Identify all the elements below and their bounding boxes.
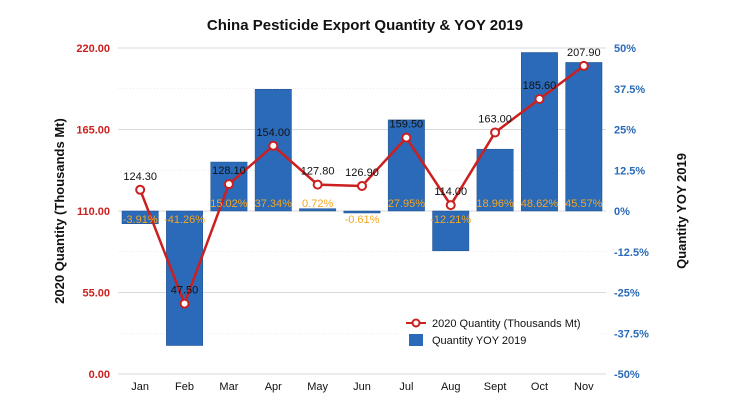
yoy-data-label: 15.02% <box>210 198 248 210</box>
x-axis-ticks: Jan Feb Mar Apr May Jun Jul Aug Sept Oct Nov <box>131 381 594 393</box>
yoy-data-label: -41.26% <box>164 214 205 226</box>
yoy-bar <box>521 52 558 212</box>
yoy-bars <box>121 52 603 346</box>
yoy-data-label: 48.62% <box>521 198 559 210</box>
x-tick-label: Jul <box>399 381 413 393</box>
legend-bar-swatch <box>409 334 423 346</box>
left-tick-label: 55.00 <box>82 288 110 300</box>
quantity-point <box>268 140 279 151</box>
left-axis-ticks: 0.00 55.00 110.00 165.00 220.00 <box>76 43 110 381</box>
yoy-data-label: -12.21% <box>430 214 471 226</box>
left-axis-title: 2020 Quantity (Thousands Mt) <box>52 118 67 304</box>
quantity-data-label: 185.60 <box>523 80 557 92</box>
right-axis-ticks: -50% -37.5% -25% -12.5% 0% 12.5% 25% 37.5% 50% <box>614 43 649 381</box>
yoy-data-label: 37.34% <box>255 198 293 210</box>
x-tick-label: Nov <box>574 381 594 393</box>
right-tick-label: -12.5% <box>614 247 649 259</box>
yoy-bar <box>166 210 203 346</box>
x-tick-label: Jun <box>353 381 371 393</box>
quantity-data-label: 159.50 <box>390 119 424 131</box>
yoy-data-label: 45.57% <box>565 198 603 210</box>
x-tick-label: Apr <box>265 381 282 393</box>
x-tick-label: Mar <box>219 381 238 393</box>
quantity-data-label: 47.50 <box>171 285 199 297</box>
right-tick-label: 0% <box>614 206 630 218</box>
quantity-point <box>357 180 367 191</box>
quantity-data-label: 163.00 <box>478 113 512 125</box>
right-tick-label: -25% <box>614 288 640 300</box>
quantity-point <box>401 132 412 143</box>
yoy-data-label: 27.95% <box>388 198 426 210</box>
right-tick-label: -50% <box>614 369 640 381</box>
legend-background <box>400 310 600 352</box>
x-tick-label: Jan <box>131 381 149 393</box>
right-tick-label: 25% <box>614 125 636 137</box>
quantity-point <box>578 60 589 71</box>
quantity-point <box>135 184 146 195</box>
quantity-data-label: 124.30 <box>123 171 157 183</box>
quantity-line <box>135 60 589 309</box>
data-labels: 124.30 47.50 128.10 154.00 127.80 126.90 159.5… <box>123 47 603 297</box>
yoy-bar <box>476 148 514 212</box>
quantity-point <box>490 127 501 138</box>
legend-label-quantity: 2020 Quantity (Thousands Mt) <box>432 318 581 330</box>
quantity-data-label: 126.90 <box>345 167 379 179</box>
left-tick-label: 220.00 <box>76 43 110 55</box>
quantity-data-label: 114.00 <box>434 186 467 198</box>
quantity-point <box>223 179 234 190</box>
quantity-data-label: 207.90 <box>567 47 601 59</box>
right-tick-label: 37.5% <box>614 84 645 96</box>
yoy-data-label: 18.96% <box>476 198 514 210</box>
quantity-data-label: 127.80 <box>301 166 335 178</box>
x-tick-label: Oct <box>531 381 548 393</box>
yoy-bar <box>299 208 337 212</box>
left-tick-label: 110.00 <box>77 206 110 218</box>
yoy-data-label: -3.91% <box>123 214 158 226</box>
x-tick-label: Aug <box>441 381 461 393</box>
quantity-point <box>534 93 545 104</box>
chart-title: China Pesticide Export Quantity & YOY 20… <box>207 17 523 34</box>
yoy-bar <box>565 62 603 212</box>
quantity-point <box>445 200 456 211</box>
legend-label-yoy: Quantity YOY 2019 <box>432 335 526 347</box>
quantity-point <box>312 179 323 190</box>
quantity-data-label: 154.00 <box>256 127 290 139</box>
x-tick-label: May <box>307 381 328 393</box>
quantity-data-label: 128.10 <box>212 165 246 177</box>
left-tick-label: 165.00 <box>76 125 110 137</box>
legend-marker-swatch <box>411 318 421 328</box>
x-tick-label: Sept <box>484 381 507 393</box>
yoy-data-label: -0.61% <box>345 214 380 226</box>
left-tick-label: 0.00 <box>89 369 110 381</box>
right-tick-label: 12.5% <box>614 165 645 177</box>
right-axis-title: Quantity YOY 2019 <box>674 153 689 269</box>
yoy-data-label: 0.72% <box>302 198 333 210</box>
legend: 2020 Quantity (Thousands Mt) Quantity YO… <box>400 310 600 352</box>
right-tick-label: 50% <box>614 43 636 55</box>
x-tick-label: Feb <box>175 381 194 393</box>
yoy-bar <box>432 210 470 252</box>
quantity-point <box>179 298 190 309</box>
yoy-bar <box>343 210 381 214</box>
right-tick-label: -37.5% <box>614 328 649 340</box>
